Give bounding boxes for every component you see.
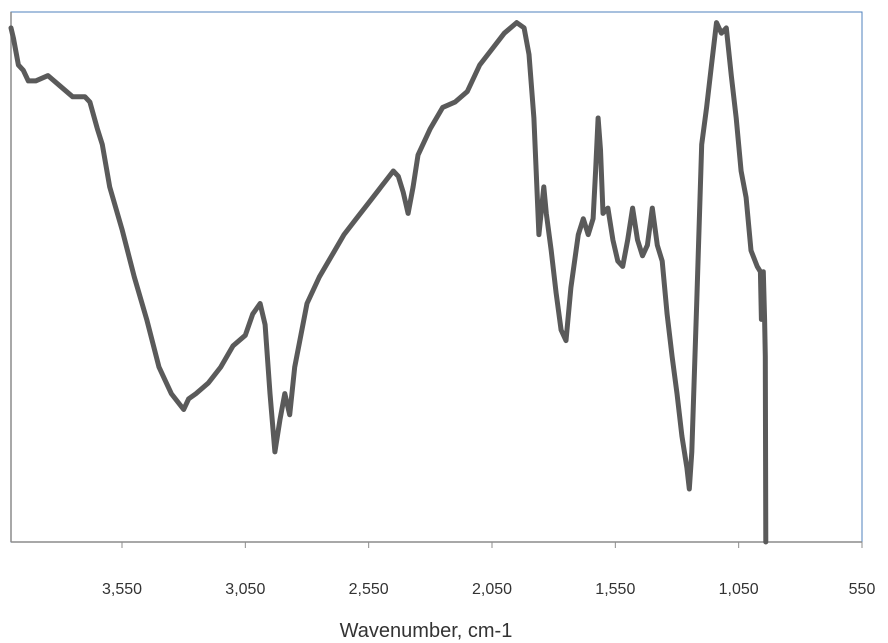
- x-axis-title: Wavenumber, cm-1: [340, 620, 513, 642]
- x-ticks: [122, 542, 862, 548]
- x-tick-labels: 3,550 3,050 2,550 2,050 1,550 1,050 550: [102, 581, 875, 598]
- x-tick-label: 3,050: [225, 581, 265, 598]
- x-tick-label: 1,550: [595, 581, 635, 598]
- x-tick-label: 550: [849, 581, 876, 598]
- spectrum-line: [11, 23, 766, 542]
- x-tick-label: 3,550: [102, 581, 142, 598]
- x-tick-label: 1,050: [719, 581, 759, 598]
- x-tick-label: 2,050: [472, 581, 512, 598]
- x-tick-label: 2,550: [349, 581, 389, 598]
